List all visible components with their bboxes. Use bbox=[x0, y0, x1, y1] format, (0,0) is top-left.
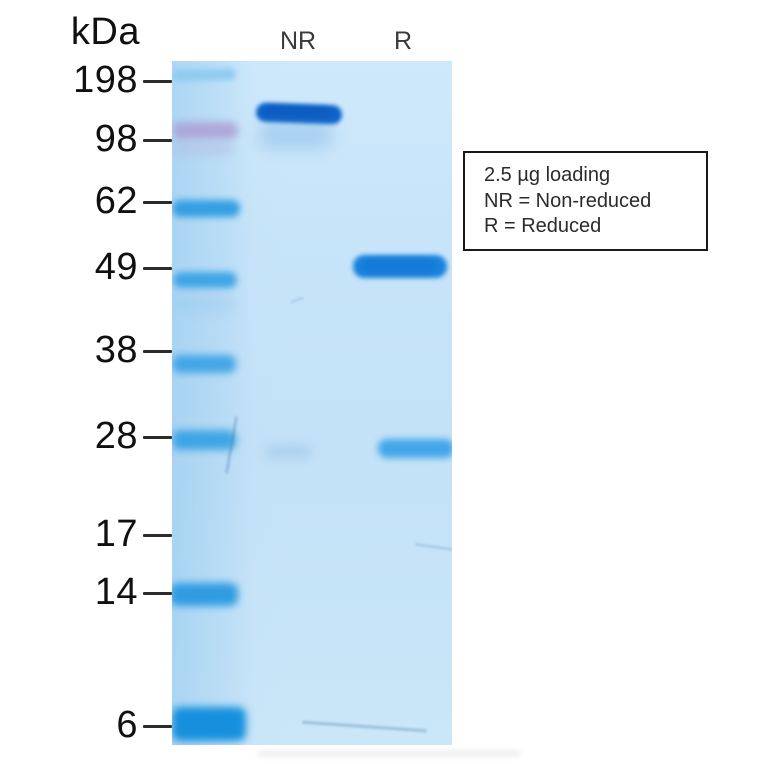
ladder-band-62 bbox=[172, 200, 240, 217]
legend-line-loading: 2.5 µg loading bbox=[484, 164, 611, 186]
marker-tick-62 bbox=[143, 200, 172, 204]
marker-label-198: 198 bbox=[73, 59, 138, 102]
ladder-band-49-smear bbox=[174, 294, 234, 314]
marker-label-14: 14 bbox=[94, 571, 138, 614]
legend-box: 2.5 µg loading NR = Non-reduced R = Redu… bbox=[463, 151, 708, 251]
marker-label-28: 28 bbox=[94, 415, 138, 458]
marker-tick-28 bbox=[143, 435, 172, 439]
nr-faint-smudge bbox=[265, 444, 312, 459]
legend-line-r: R = Reduced bbox=[484, 215, 602, 237]
r-band-lower bbox=[378, 439, 452, 458]
marker-tick-198 bbox=[143, 79, 172, 83]
gel bbox=[172, 61, 452, 745]
gel-scratch-c bbox=[415, 543, 452, 551]
gel-scratch-b bbox=[302, 720, 427, 733]
ladder-band-28 bbox=[172, 430, 236, 450]
marker-label-49: 49 bbox=[94, 246, 138, 289]
ladder-band-38 bbox=[172, 355, 236, 373]
marker-label-38: 38 bbox=[94, 329, 138, 372]
marker-tick-38 bbox=[143, 349, 172, 353]
marker-label-98: 98 bbox=[94, 118, 138, 161]
ladder-band-49 bbox=[173, 272, 237, 288]
marker-tick-6 bbox=[143, 724, 172, 728]
nr-band-smear bbox=[260, 121, 332, 149]
ladder-band-14 bbox=[172, 583, 238, 606]
photo-artifact-bottom bbox=[258, 751, 520, 756]
ladder-band-98-shadow bbox=[172, 142, 234, 155]
marker-label-17: 17 bbox=[94, 513, 138, 556]
marker-tick-98 bbox=[143, 138, 172, 142]
marker-tick-49 bbox=[143, 266, 172, 270]
ladder-band-198 bbox=[172, 68, 237, 82]
nr-band-core bbox=[263, 105, 331, 121]
legend-line-nr: NR = Non-reduced bbox=[484, 189, 652, 212]
lane-label-r: R bbox=[393, 27, 413, 55]
marker-label-6: 6 bbox=[116, 704, 138, 747]
gel-scratch-d bbox=[290, 296, 304, 304]
ladder-band-6 bbox=[172, 707, 246, 741]
marker-tick-17 bbox=[143, 533, 172, 537]
kda-unit-label: kDa bbox=[70, 11, 140, 53]
r-band-upper-core bbox=[362, 259, 436, 273]
ladder-band-98 bbox=[172, 122, 238, 139]
lane-label-nr: NR bbox=[279, 27, 317, 55]
marker-tick-14 bbox=[143, 591, 172, 595]
marker-label-62: 62 bbox=[94, 180, 138, 223]
